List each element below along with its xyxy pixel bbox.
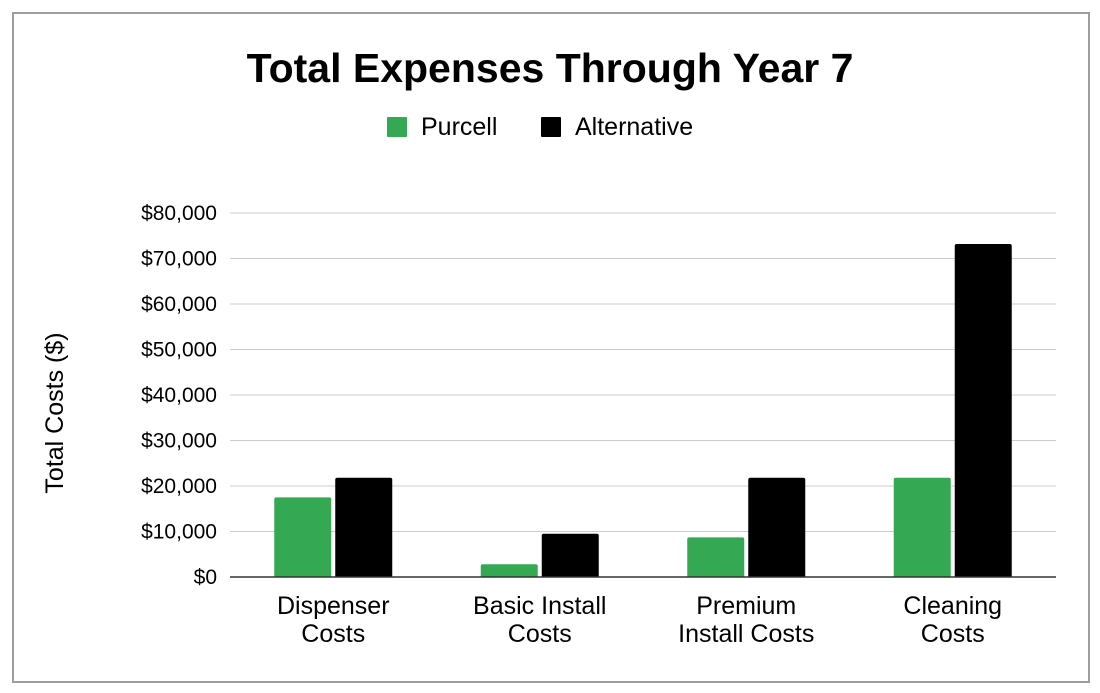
x-category-label: Premium <box>696 592 796 620</box>
legend-label-alternative: Alternative <box>575 113 693 141</box>
y-tick-label: $0 <box>194 566 217 589</box>
y-tick-label: $50,000 <box>141 339 217 362</box>
y-tick-label: $60,000 <box>141 293 217 316</box>
legend: Purcell Alternative <box>387 113 693 141</box>
x-category-label: Costs <box>921 620 985 648</box>
x-category-label: Cleaning <box>903 592 1002 620</box>
x-category-label: Install Costs <box>678 620 814 648</box>
y-tick-label: $30,000 <box>141 430 217 453</box>
bar-alternative-2 <box>748 477 806 577</box>
y-tick-label: $70,000 <box>141 248 217 271</box>
y-tick-label: $80,000 <box>141 202 217 225</box>
y-axis-ticks: $0 $10,000 $20,000 $30,000 $40,000 $50,000 $60… <box>141 202 217 589</box>
x-category-label: Basic Install <box>473 592 606 620</box>
bars <box>274 243 1012 577</box>
legend-label-purcell: Purcell <box>421 113 497 141</box>
bar-purcell-0 <box>274 497 332 577</box>
bar-purcell-2 <box>687 537 745 577</box>
x-category-label: Costs <box>508 620 572 648</box>
bar-alternative-0 <box>335 477 393 577</box>
bar-purcell-1 <box>480 564 538 577</box>
x-category-label: Dispenser <box>277 592 390 620</box>
legend-swatch-purcell <box>387 117 407 137</box>
y-tick-label: $40,000 <box>141 384 217 407</box>
legend-swatch-alternative <box>541 117 561 137</box>
bar-alternative-3 <box>954 243 1012 577</box>
bar-purcell-3 <box>893 477 951 577</box>
chart-title: Total Expenses Through Year 7 <box>247 45 854 91</box>
x-category-label: Costs <box>301 620 365 648</box>
y-tick-label: $20,000 <box>141 475 217 498</box>
bar-alternative-1 <box>541 533 599 577</box>
y-axis-title: Total Costs ($) <box>41 332 69 493</box>
y-tick-label: $10,000 <box>141 521 217 544</box>
